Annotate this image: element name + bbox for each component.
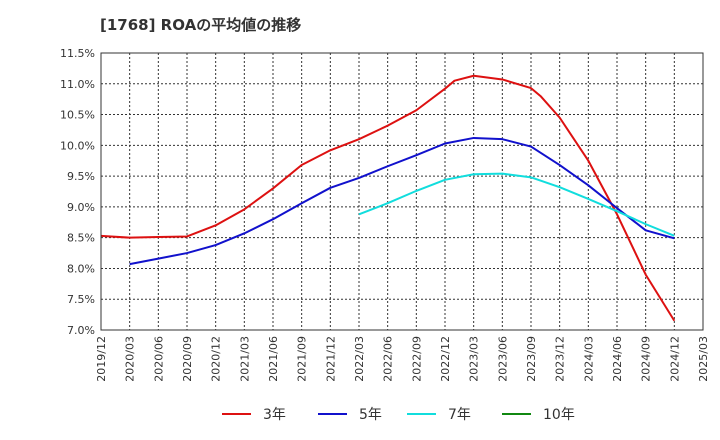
legend-label-1: 3年 (263, 407, 286, 423)
chart-title: [1768] ROAの平均値の推移 (100, 16, 302, 34)
x-tick-label: 2022/06 (382, 336, 395, 382)
x-tick-label: 2023/09 (525, 336, 538, 382)
grid-layer (100, 52, 704, 331)
x-tick-label: 2024/09 (640, 336, 653, 382)
legend-label-2: 5年 (359, 407, 382, 423)
series-line-1 (100, 74, 676, 322)
x-tick-labels: 2019/12 2020/03 2020/06 2020/09 2020/12 2021/… (95, 336, 710, 382)
x-tick-label: 2022/12 (439, 336, 452, 382)
y-tick-label: 10.5% (60, 109, 95, 122)
x-tick-label: 2021/03 (238, 336, 251, 382)
x-tick-label: 2019/12 (95, 336, 108, 382)
x-tick-label: 2025/03 (697, 336, 710, 382)
y-tick-label: 8.0% (67, 262, 95, 275)
x-tick-label: 2021/06 (267, 336, 280, 382)
y-tick-label: 8.5% (67, 232, 95, 245)
series-line-2 (129, 136, 675, 266)
x-tick-label: 2024/06 (611, 336, 624, 382)
y-tick-label: 9.0% (67, 201, 95, 214)
x-tick-label: 2020/06 (152, 336, 165, 382)
y-tick-labels: 11.5% 11.0% 10.5% 10.0% 9.5% 9.0% 8.5% 8.0% 7.5%… (60, 47, 95, 337)
x-tick-label: 2024/12 (668, 336, 681, 382)
y-tick-label: 10.0% (60, 139, 95, 152)
x-tick-label: 2022/03 (353, 336, 366, 382)
x-tick-label: 2020/03 (124, 336, 137, 382)
legend-label-3: 7年 (448, 407, 471, 423)
y-tick-label: 11.0% (60, 78, 95, 91)
series-layer (100, 74, 676, 322)
y-tick-label: 7.5% (67, 293, 95, 306)
y-tick-label: 11.5% (60, 47, 95, 60)
x-tick-label: 2022/09 (410, 336, 423, 382)
y-tick-label: 7.0% (67, 324, 95, 337)
legend-label-4: 10年 (543, 407, 575, 423)
x-tick-label: 2021/12 (324, 336, 337, 382)
x-tick-label: 2020/09 (181, 336, 194, 382)
x-tick-label: 2020/12 (210, 336, 223, 382)
y-tick-label: 9.5% (67, 170, 95, 183)
x-tick-label: 2023/03 (468, 336, 481, 382)
x-tick-label: 2024/03 (582, 336, 595, 382)
x-tick-label: 2021/09 (296, 336, 309, 382)
x-tick-label: 2023/06 (496, 336, 509, 382)
x-tick-label: 2023/12 (554, 336, 567, 382)
plot-frame (100, 52, 704, 331)
series-line-3 (358, 172, 675, 237)
legend: 3年 5年 7年 10年 (222, 407, 575, 423)
